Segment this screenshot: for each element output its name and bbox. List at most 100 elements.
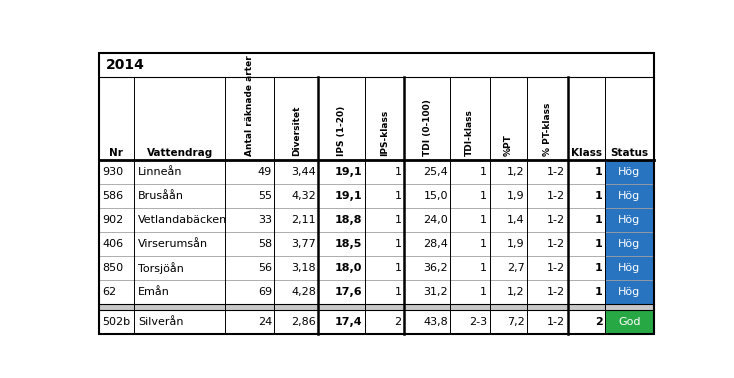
Text: 36,2: 36,2	[424, 263, 448, 273]
Text: 1: 1	[595, 215, 603, 225]
Text: 1-2: 1-2	[547, 215, 565, 225]
Text: 62: 62	[103, 287, 117, 297]
Text: %PT: %PT	[504, 134, 512, 156]
Text: Virserumsån: Virserumsån	[138, 239, 208, 249]
Text: 1: 1	[395, 239, 401, 249]
Text: TDI-klass: TDI-klass	[465, 109, 474, 156]
Text: 3,44: 3,44	[291, 167, 316, 177]
Text: 15,0: 15,0	[424, 191, 448, 201]
Text: 850: 850	[103, 263, 124, 273]
Text: Nr: Nr	[109, 148, 123, 158]
Text: 1,9: 1,9	[507, 239, 525, 249]
Text: IPS-klass: IPS-klass	[379, 110, 389, 156]
Text: 1-2: 1-2	[547, 191, 565, 201]
Text: 4,32: 4,32	[291, 191, 316, 201]
Text: 1-2: 1-2	[547, 239, 565, 249]
Text: 28,4: 28,4	[423, 239, 448, 249]
Text: 1: 1	[395, 263, 401, 273]
Text: 1: 1	[395, 167, 401, 177]
Text: 69: 69	[258, 287, 272, 297]
Text: 1-2: 1-2	[547, 167, 565, 177]
Text: Antal räknade arter: Antal räknade arter	[245, 55, 255, 156]
Text: 1-2: 1-2	[547, 263, 565, 273]
Bar	[605, 310, 654, 334]
Text: TDI (0-100): TDI (0-100)	[423, 99, 432, 156]
Text: 56: 56	[258, 263, 272, 273]
Text: 406: 406	[103, 239, 124, 249]
Text: Hög: Hög	[618, 215, 641, 225]
Text: 1,9: 1,9	[507, 191, 525, 201]
Text: 902: 902	[103, 215, 124, 225]
Text: 18,5: 18,5	[335, 239, 363, 249]
Text: 2: 2	[395, 317, 401, 327]
Text: 930: 930	[103, 167, 124, 177]
Bar	[605, 184, 654, 208]
Bar	[98, 304, 654, 310]
Text: Status: Status	[610, 148, 648, 158]
Text: Hög: Hög	[618, 167, 641, 177]
Text: 2,7: 2,7	[506, 263, 525, 273]
Text: 19,1: 19,1	[335, 191, 363, 201]
Text: Vattendrag: Vattendrag	[147, 148, 213, 158]
Text: 24,0: 24,0	[423, 215, 448, 225]
Text: 24: 24	[258, 317, 272, 327]
Text: 1: 1	[595, 239, 603, 249]
Text: Diversitet: Diversitet	[292, 105, 301, 156]
Text: 1: 1	[395, 191, 401, 201]
Text: 1: 1	[595, 287, 603, 297]
Text: 17,6: 17,6	[335, 287, 363, 297]
Bar	[605, 280, 654, 304]
Text: 55: 55	[258, 191, 272, 201]
Text: 586: 586	[103, 191, 124, 201]
Bar	[605, 208, 654, 232]
Text: Hög: Hög	[618, 287, 641, 297]
Text: 1-2: 1-2	[547, 287, 565, 297]
Text: 2014: 2014	[106, 58, 145, 72]
Text: 2: 2	[595, 317, 603, 327]
Text: 3,18: 3,18	[291, 263, 316, 273]
Text: 58: 58	[258, 239, 272, 249]
Text: 49: 49	[258, 167, 272, 177]
Text: 1: 1	[595, 191, 603, 201]
Bar	[605, 256, 654, 280]
Text: 43,8: 43,8	[423, 317, 448, 327]
Text: Hög: Hög	[618, 239, 641, 249]
Text: Hög: Hög	[618, 191, 641, 201]
Text: 3,77: 3,77	[291, 239, 316, 249]
Text: Silverån: Silverån	[138, 317, 184, 327]
Text: 31,2: 31,2	[424, 287, 448, 297]
Text: God: God	[618, 317, 641, 327]
Text: 1,2: 1,2	[507, 167, 525, 177]
Text: Emån: Emån	[138, 287, 170, 297]
Text: 1: 1	[395, 215, 401, 225]
Text: 1-2: 1-2	[547, 317, 565, 327]
Text: 4,28: 4,28	[291, 287, 316, 297]
Text: % PT-klass: % PT-klass	[542, 102, 552, 156]
Text: 19,1: 19,1	[335, 167, 363, 177]
Text: Vetlandabäcken: Vetlandabäcken	[138, 215, 227, 225]
Text: Brusåån: Brusåån	[138, 191, 184, 201]
Text: Linneån: Linneån	[138, 167, 182, 177]
Text: 1,4: 1,4	[507, 215, 525, 225]
Text: 2,86: 2,86	[291, 317, 316, 327]
Bar	[605, 160, 654, 184]
Text: Hög: Hög	[618, 263, 641, 273]
Text: 1: 1	[480, 191, 487, 201]
Text: IPS (1-20): IPS (1-20)	[337, 106, 346, 156]
Text: 1: 1	[480, 263, 487, 273]
Text: 1: 1	[480, 167, 487, 177]
Text: 1: 1	[480, 287, 487, 297]
Text: 18,8: 18,8	[335, 215, 363, 225]
Text: Torsjöån: Torsjöån	[138, 262, 184, 274]
Text: 17,4: 17,4	[335, 317, 363, 327]
Text: 1,2: 1,2	[507, 287, 525, 297]
Text: Klass: Klass	[571, 148, 602, 158]
Text: 18,0: 18,0	[335, 263, 363, 273]
Text: 1: 1	[595, 167, 603, 177]
Text: 1: 1	[480, 215, 487, 225]
Text: 25,4: 25,4	[423, 167, 448, 177]
Text: 1: 1	[395, 287, 401, 297]
Text: 1: 1	[480, 239, 487, 249]
Text: 2,11: 2,11	[291, 215, 316, 225]
Bar	[605, 232, 654, 256]
